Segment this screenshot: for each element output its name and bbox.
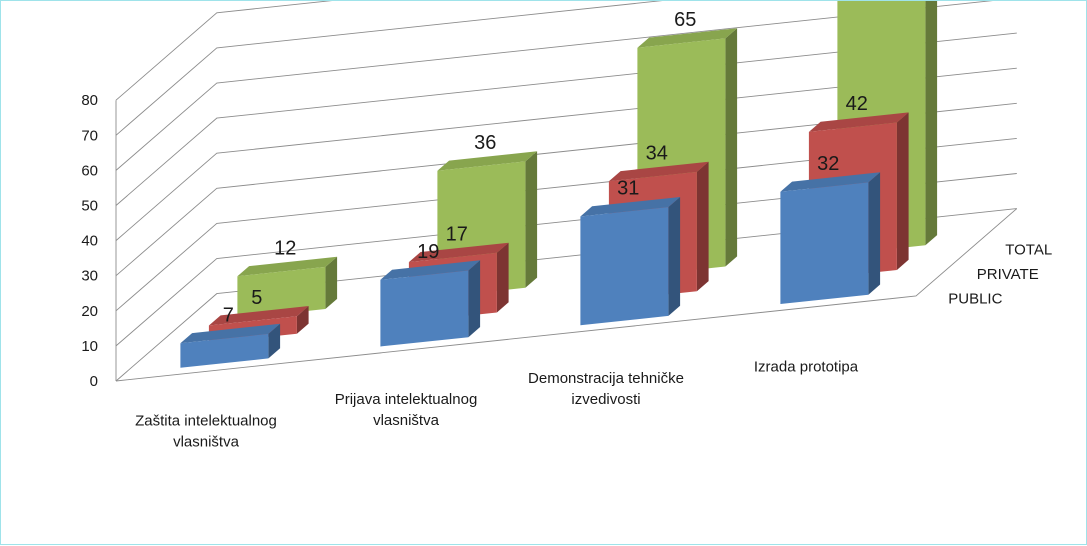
category-label: Demonstracija tehničke izvedivosti [528, 370, 684, 408]
bar-public: 7 [180, 304, 281, 368]
series-label: PUBLIC [948, 291, 1002, 308]
gridline [115, 208, 1017, 382]
bar-front [180, 333, 269, 368]
gridline [115, 32, 1017, 206]
y-tick-label: 10 [81, 338, 98, 355]
data-label: 7 [223, 304, 234, 326]
bar-top [208, 306, 309, 326]
gridline [115, 67, 1017, 241]
gridlines [115, 1, 1018, 382]
bar-public: 19 [380, 241, 481, 347]
y-tick-label: 0 [90, 373, 98, 390]
bar-top [180, 323, 281, 344]
data-label: 34 [646, 142, 668, 164]
bar-front [380, 270, 469, 347]
data-label: 32 [817, 153, 839, 175]
bar-top [637, 28, 738, 48]
category-labels: Zaštita intelektualnog vlasništva Prijava … [135, 359, 859, 451]
category-label: Zaštita intelektualnog vlasništva [135, 412, 277, 450]
bar-front [237, 266, 326, 319]
y-tick-label: 20 [81, 303, 98, 320]
bar-side [496, 242, 509, 313]
bar-public: 32 [780, 153, 881, 304]
bar-front [580, 207, 669, 326]
floor-edge [115, 208, 1018, 382]
bar-side [268, 323, 281, 359]
data-label: 31 [617, 178, 639, 200]
bar-side [696, 161, 709, 292]
bar-side [925, 1, 938, 246]
bar-side [896, 112, 909, 271]
bar-top [380, 260, 481, 280]
bar-top [437, 151, 538, 171]
y-tick-label: 80 [81, 92, 98, 109]
category-label: Izrada prototipa [754, 359, 859, 376]
data-label: 17 [446, 223, 468, 245]
y-tick-label: 60 [81, 162, 98, 179]
y-axis-ticks: 0 10 20 30 40 50 60 70 80 [81, 92, 98, 390]
data-label: 5 [251, 287, 262, 309]
series-label: TOTAL [1005, 241, 1052, 258]
bar-side [868, 172, 881, 295]
data-label: 65 [674, 9, 696, 31]
data-label: 19 [417, 241, 439, 263]
y-tick-label: 40 [81, 233, 98, 250]
bar-top [237, 256, 338, 277]
bar-top [608, 161, 709, 182]
bars: 1236657451734427193132 [180, 1, 938, 368]
y-tick-label: 50 [81, 198, 98, 215]
bar-top [780, 172, 881, 192]
data-label: 12 [274, 238, 296, 260]
bar-side [668, 197, 681, 316]
bar-side [525, 151, 538, 288]
data-label: 36 [474, 132, 496, 154]
series-labels: PUBLIC PRIVATE TOTAL [948, 241, 1052, 307]
gridline [115, 137, 1017, 312]
bar-side [296, 306, 309, 334]
gridline [115, 173, 1017, 347]
bar-top [808, 112, 909, 132]
series-label: PRIVATE [977, 266, 1039, 283]
y-tick-label: 70 [81, 127, 98, 144]
y-tick-label: 30 [81, 268, 98, 285]
bar-top [408, 242, 509, 263]
gridline [115, 1, 993, 171]
gridline [115, 102, 1017, 277]
bar-total: 12 [237, 238, 338, 319]
bar-side [725, 28, 738, 267]
bar-front [780, 182, 869, 304]
gridline [115, 1, 333, 101]
gridline [115, 1, 663, 136]
bar-top [580, 197, 681, 217]
bar-side [325, 256, 338, 309]
bar-side [468, 260, 481, 338]
bar-public: 31 [580, 178, 681, 326]
data-label: 42 [846, 93, 868, 115]
category-label: Prijava intelektualnog vlasništva [335, 391, 478, 429]
